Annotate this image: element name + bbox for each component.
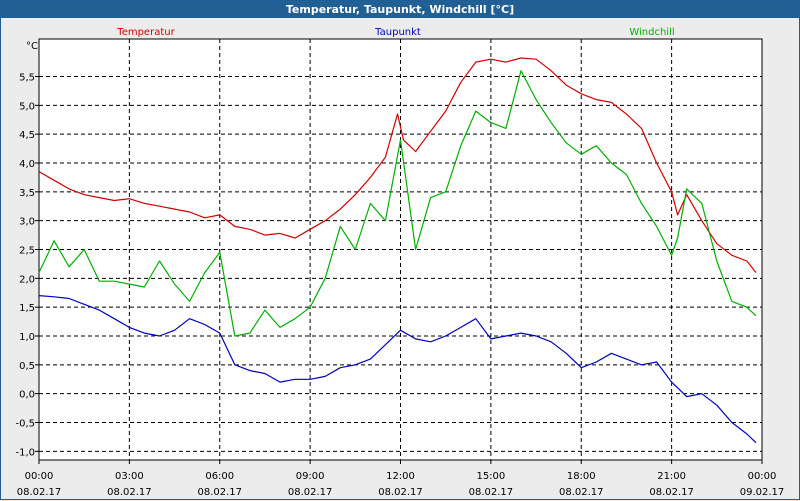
x-tick-date: 08.02.17 bbox=[288, 487, 333, 498]
y-tick-label: 1,5 bbox=[19, 303, 35, 314]
legend-entry-windchill: Windchill bbox=[629, 27, 674, 38]
y-tick-label: -0,5 bbox=[15, 419, 35, 430]
axes: -1,0 -0,5 0,0 0,5 1,0 1,5 2,0 2,5 3,0 3,5 4,0 4,5 5,… bbox=[15, 72, 784, 498]
y-tick-label: 3,0 bbox=[19, 217, 35, 228]
x-tick-time: 00:00 bbox=[25, 471, 54, 482]
x-tick-time: 15:00 bbox=[476, 471, 505, 482]
x-tick-date: 08.02.17 bbox=[559, 487, 604, 498]
y-tick-label: 0,0 bbox=[19, 390, 35, 401]
x-tick-time: 12:00 bbox=[386, 471, 415, 482]
x-tick-date: 08.02.17 bbox=[17, 487, 62, 498]
x-tick-date: 09.02.17 bbox=[740, 487, 785, 498]
x-tick-date: 08.02.17 bbox=[469, 487, 514, 498]
y-tick-label: 2,5 bbox=[19, 246, 35, 257]
y-tick-label: 3,5 bbox=[19, 188, 35, 199]
y-tick-label: -1,0 bbox=[15, 447, 35, 458]
x-tick-time: 03:00 bbox=[115, 471, 144, 482]
x-tick-date: 08.02.17 bbox=[649, 487, 694, 498]
x-tick-time: 06:00 bbox=[205, 471, 234, 482]
y-tick-label: 0,5 bbox=[19, 361, 35, 372]
x-tick-time: 18:00 bbox=[567, 471, 596, 482]
x-tick-date: 08.02.17 bbox=[197, 487, 242, 498]
y-tick-label: 5,5 bbox=[19, 72, 35, 83]
x-tick-time: 21:00 bbox=[657, 471, 686, 482]
series-line-temperatur bbox=[38, 57, 757, 273]
y-axis-unit: °C bbox=[26, 41, 38, 52]
series-line-windchill bbox=[38, 70, 757, 337]
series-line-taupunkt bbox=[38, 295, 757, 444]
y-tick-label: 2,0 bbox=[19, 274, 35, 285]
legend: Temperatur Taupunkt Windchill bbox=[116, 27, 674, 38]
y-tick-label: 1,0 bbox=[19, 332, 35, 343]
x-tick-date: 08.02.17 bbox=[378, 487, 423, 498]
legend-entry-taupunkt: Taupunkt bbox=[374, 27, 421, 38]
x-tick-time: 00:00 bbox=[748, 471, 777, 482]
window-title: Temperatur, Taupunkt, Windchill [°C] bbox=[1, 1, 799, 18]
legend-entry-temperatur: Temperatur bbox=[116, 27, 175, 38]
y-tick-label: 5,0 bbox=[19, 101, 35, 112]
series bbox=[38, 57, 757, 444]
y-tick-label: 4,5 bbox=[19, 130, 35, 141]
x-tick-time: 09:00 bbox=[296, 471, 325, 482]
x-tick-date: 08.02.17 bbox=[107, 487, 152, 498]
y-tick-label: 4,0 bbox=[19, 159, 35, 170]
